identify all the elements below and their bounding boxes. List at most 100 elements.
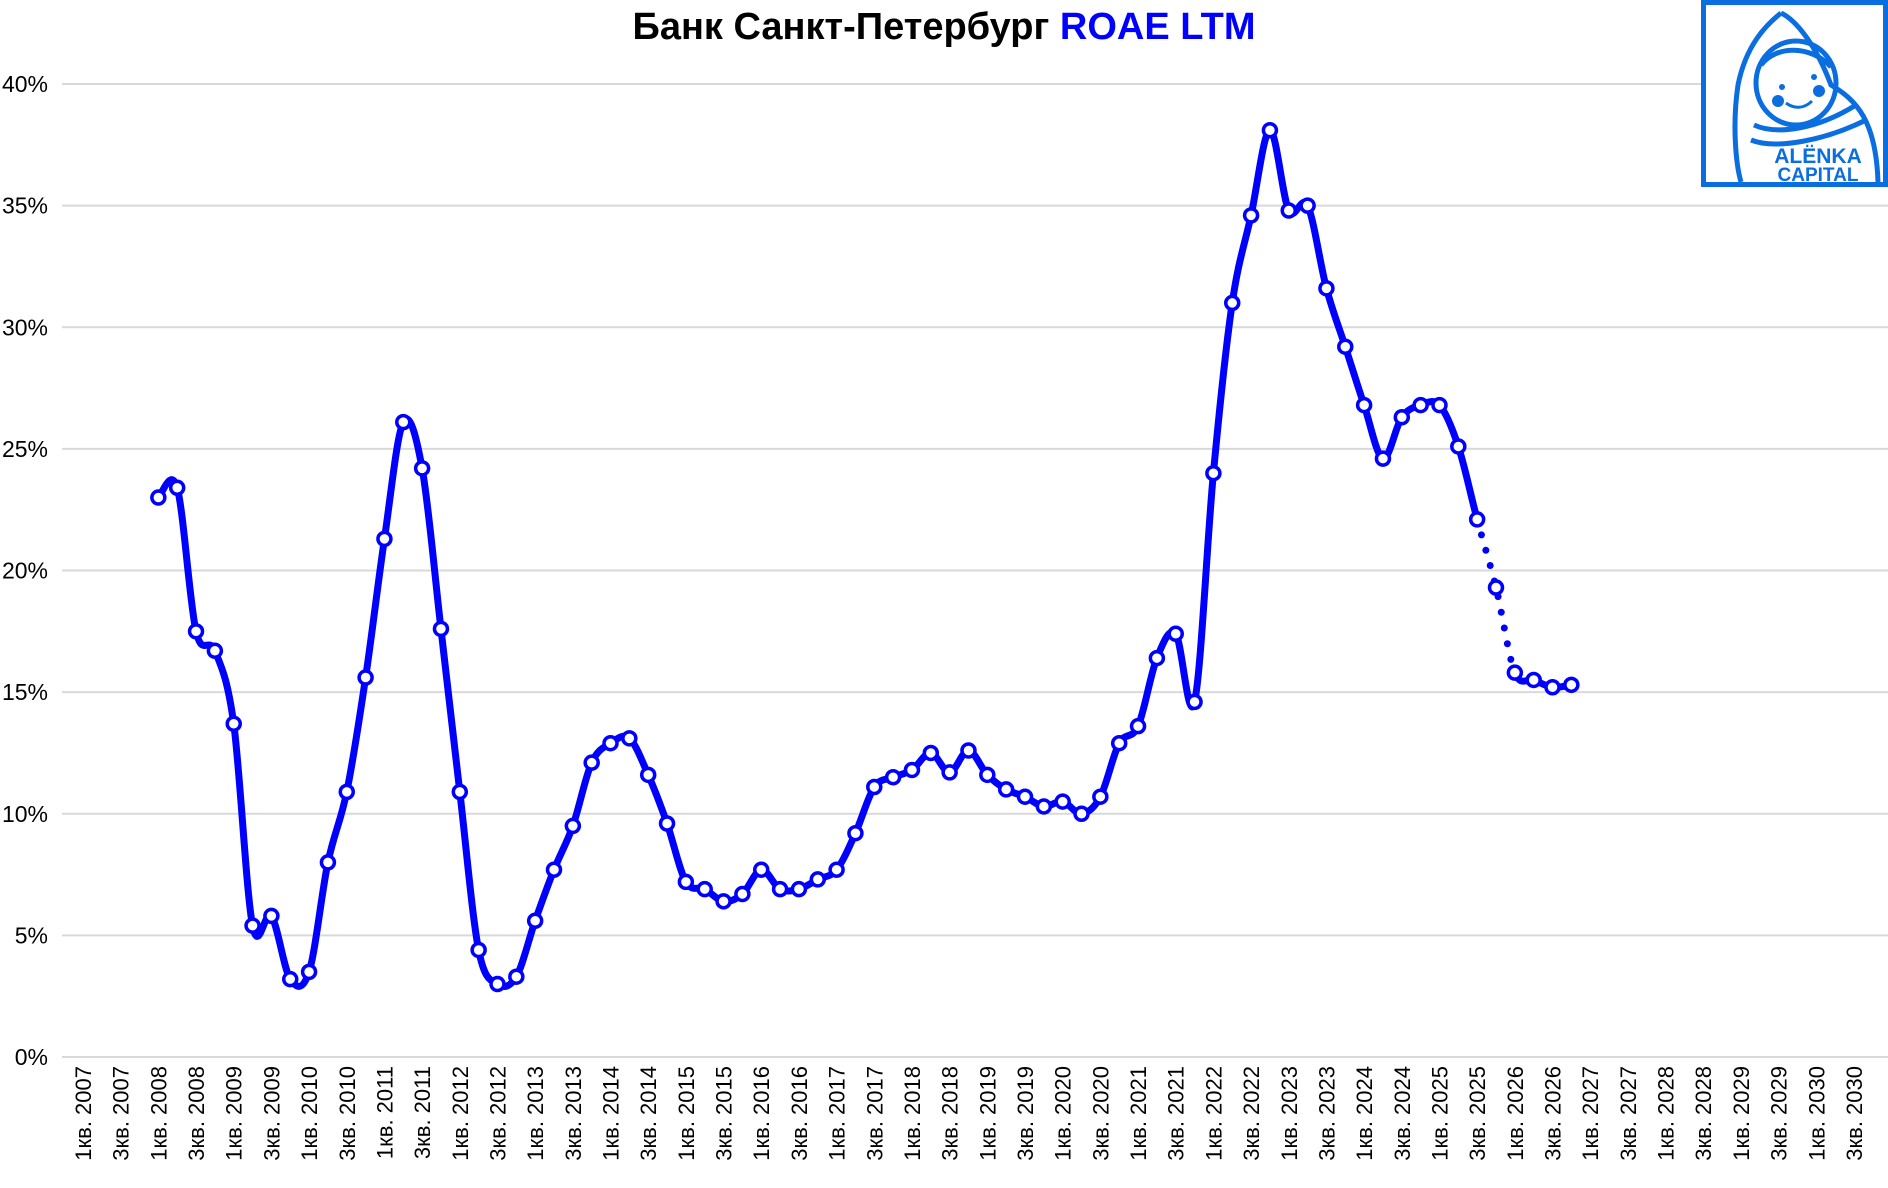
data-point bbox=[508, 968, 525, 985]
data-point bbox=[828, 861, 845, 878]
data-point bbox=[1468, 511, 1486, 528]
data-point bbox=[376, 530, 393, 548]
data-point bbox=[1487, 579, 1505, 596]
x-tick-label: 1кв. 2015 bbox=[674, 1066, 699, 1161]
data-point bbox=[1148, 649, 1166, 667]
data-point bbox=[1186, 693, 1203, 711]
x-tick-label: 3кв. 2016 bbox=[787, 1066, 812, 1161]
chart-title: Банк Санкт-Петербург ROAE LTM bbox=[0, 6, 1888, 49]
data-point bbox=[187, 623, 205, 640]
data-point bbox=[1054, 793, 1071, 810]
x-tick-label: 3кв. 2022 bbox=[1239, 1066, 1264, 1161]
data-point bbox=[658, 815, 676, 832]
x-tick-label: 3кв. 2007 bbox=[109, 1066, 134, 1161]
data-point bbox=[395, 413, 412, 431]
data-point bbox=[564, 817, 582, 835]
data-point bbox=[696, 880, 713, 898]
chart-title-accent: ROAE LTM bbox=[1059, 6, 1256, 48]
series-line-actual bbox=[155, 126, 1481, 990]
x-tick-label: 1кв. 2020 bbox=[1051, 1066, 1076, 1161]
matryoshka-icon: ALЁNKA CAPITAL bbox=[1732, 10, 1881, 186]
data-point bbox=[583, 754, 600, 771]
x-tick-label: 1кв. 2018 bbox=[900, 1066, 925, 1161]
data-point bbox=[979, 766, 996, 784]
data-point bbox=[263, 907, 280, 925]
data-point bbox=[734, 885, 751, 903]
data-point bbox=[602, 734, 619, 752]
data-point bbox=[1374, 450, 1392, 467]
y-tick-label: 25% bbox=[2, 436, 48, 462]
x-tick-label: 1кв. 2028 bbox=[1654, 1066, 1679, 1161]
x-tick-label: 3кв. 2010 bbox=[335, 1066, 360, 1161]
x-tick-label: 1кв. 2008 bbox=[146, 1066, 171, 1161]
data-point bbox=[1016, 788, 1034, 805]
x-tick-label: 3кв. 2012 bbox=[485, 1066, 510, 1161]
data-point bbox=[1110, 734, 1128, 752]
x-tick-label: 1кв. 2016 bbox=[749, 1066, 774, 1161]
data-point bbox=[225, 715, 242, 732]
data-point bbox=[752, 861, 770, 878]
x-tick-label: 3кв. 2020 bbox=[1088, 1066, 1113, 1161]
y-tick-label: 35% bbox=[2, 193, 48, 219]
data-point bbox=[1506, 664, 1524, 681]
data-point bbox=[997, 781, 1015, 798]
x-tick-label: 1кв. 2030 bbox=[1804, 1066, 1829, 1161]
data-point bbox=[1261, 121, 1279, 139]
x-tick-label: 1кв. 2029 bbox=[1729, 1066, 1754, 1161]
data-point bbox=[1318, 280, 1335, 297]
logo-line2: CAPITAL bbox=[1778, 165, 1859, 182]
data-point bbox=[621, 730, 638, 747]
data-point bbox=[319, 854, 337, 871]
data-point bbox=[338, 783, 356, 801]
data-point bbox=[922, 744, 940, 762]
data-point bbox=[1223, 294, 1241, 312]
x-tick-label: 1кв. 2014 bbox=[599, 1066, 624, 1161]
x-tick-label: 3кв. 2026 bbox=[1541, 1066, 1566, 1161]
data-point bbox=[413, 460, 431, 477]
data-point bbox=[941, 764, 958, 781]
x-tick-label: 3кв. 2030 bbox=[1842, 1066, 1867, 1161]
data-point bbox=[357, 669, 374, 686]
x-tick-label: 1кв. 2022 bbox=[1201, 1066, 1226, 1161]
data-point bbox=[1299, 197, 1316, 214]
data-point bbox=[1563, 676, 1580, 694]
data-point bbox=[847, 824, 864, 842]
data-point bbox=[150, 489, 167, 506]
x-tick-label: 3кв. 2017 bbox=[862, 1066, 887, 1161]
data-point bbox=[451, 783, 469, 801]
data-point bbox=[1280, 202, 1298, 219]
data-point bbox=[1412, 396, 1429, 414]
data-point bbox=[300, 963, 318, 981]
data-point bbox=[1450, 438, 1467, 455]
data-point bbox=[1073, 805, 1090, 822]
data-point bbox=[1035, 798, 1053, 815]
data-point bbox=[432, 620, 450, 638]
data-point bbox=[639, 766, 657, 784]
x-tick-label: 3кв. 2024 bbox=[1390, 1066, 1415, 1161]
series-line-forecast-dotted bbox=[1473, 515, 1519, 677]
x-tick-label: 1кв. 2007 bbox=[71, 1066, 96, 1161]
x-tick-label: 3кв. 2029 bbox=[1767, 1066, 1792, 1161]
x-tick-label: 1кв. 2017 bbox=[825, 1066, 850, 1161]
x-tick-label: 1кв. 2023 bbox=[1277, 1066, 1302, 1161]
x-tick-label: 1кв. 2010 bbox=[297, 1066, 322, 1161]
data-point bbox=[1355, 396, 1373, 414]
y-tick-label: 40% bbox=[2, 71, 48, 97]
x-tick-label: 3кв. 2014 bbox=[636, 1066, 661, 1161]
x-tick-label: 1кв. 2025 bbox=[1427, 1066, 1452, 1161]
x-tick-label: 3кв. 2008 bbox=[184, 1066, 209, 1161]
y-tick-label: 30% bbox=[2, 314, 48, 340]
data-point bbox=[866, 778, 883, 796]
x-tick-label: 3кв. 2015 bbox=[712, 1066, 737, 1161]
x-tick-label: 1кв. 2012 bbox=[448, 1066, 473, 1161]
x-tick-label: 3кв. 2018 bbox=[938, 1066, 963, 1161]
y-tick-label: 0% bbox=[15, 1044, 48, 1070]
x-tick-label: 3кв. 2019 bbox=[1013, 1066, 1038, 1161]
x-tick-label: 1кв. 2009 bbox=[222, 1066, 247, 1161]
x-tick-label: 1кв. 2024 bbox=[1352, 1066, 1377, 1161]
x-tick-label: 3кв. 2009 bbox=[259, 1066, 284, 1161]
x-tick-label: 1кв. 2013 bbox=[523, 1066, 548, 1161]
data-point bbox=[1167, 625, 1184, 642]
data-point bbox=[1242, 207, 1260, 224]
